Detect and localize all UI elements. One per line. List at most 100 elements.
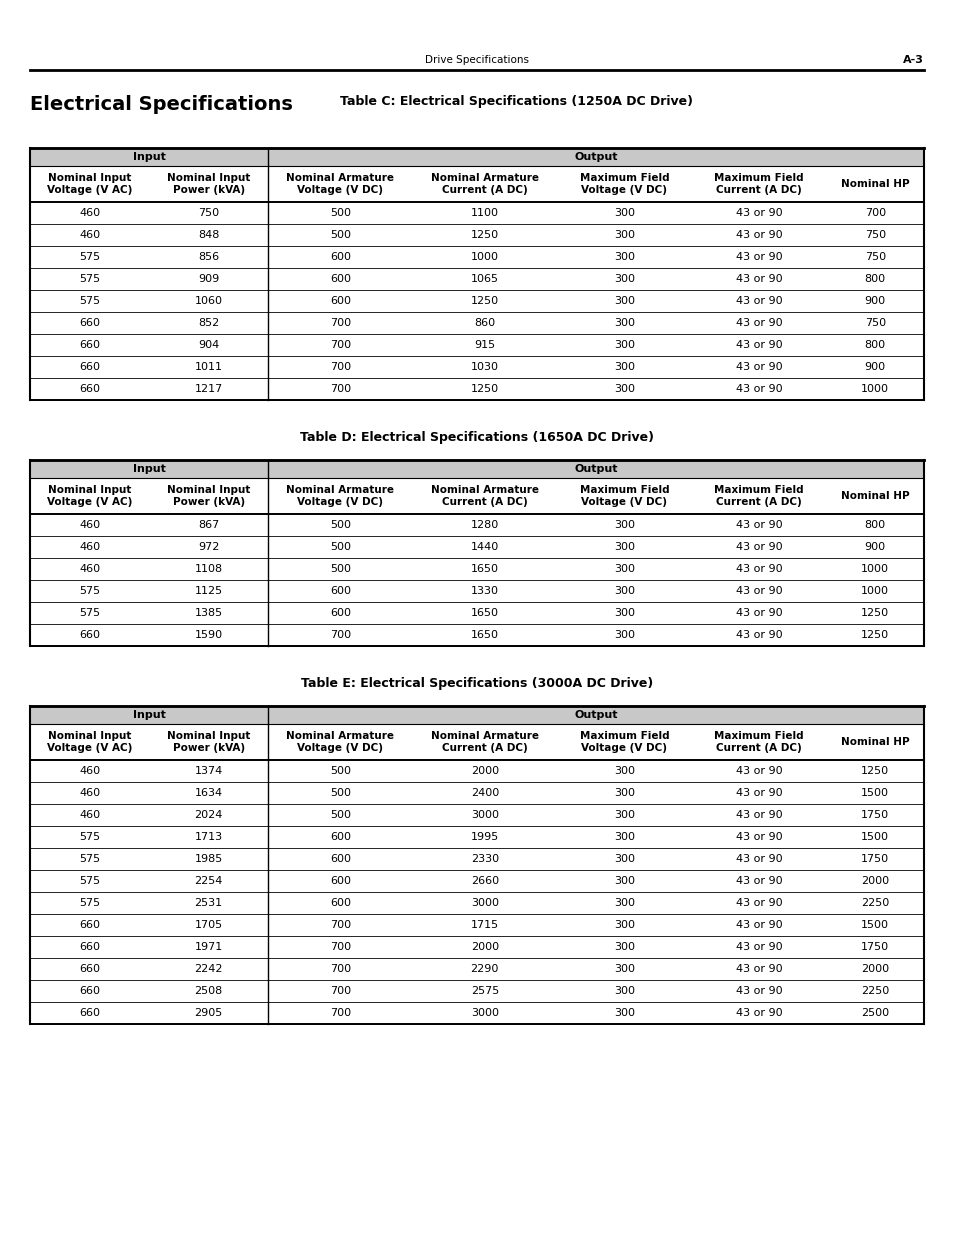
Text: 1108: 1108 <box>194 564 222 574</box>
Text: 43 or 90: 43 or 90 <box>735 252 781 262</box>
Text: 43 or 90: 43 or 90 <box>735 384 781 394</box>
Text: 1330: 1330 <box>471 585 498 597</box>
Text: Input: Input <box>132 710 165 720</box>
Text: 600: 600 <box>330 898 351 908</box>
Bar <box>30 224 923 246</box>
Text: 2500: 2500 <box>861 1008 888 1018</box>
Bar <box>30 514 923 536</box>
Bar <box>30 478 923 514</box>
Text: 43 or 90: 43 or 90 <box>735 520 781 530</box>
Bar <box>268 148 923 165</box>
Text: 300: 300 <box>613 832 634 842</box>
Bar <box>30 378 923 400</box>
Bar <box>30 624 923 646</box>
Text: 43 or 90: 43 or 90 <box>735 630 781 640</box>
Text: 1060: 1060 <box>194 296 222 306</box>
Text: Nominal Armature
Voltage (V DC): Nominal Armature Voltage (V DC) <box>286 173 394 195</box>
Text: 2575: 2575 <box>470 986 498 995</box>
Text: 43 or 90: 43 or 90 <box>735 317 781 329</box>
Text: 700: 700 <box>330 1008 351 1018</box>
Text: 43 or 90: 43 or 90 <box>735 942 781 952</box>
Text: 750: 750 <box>198 207 219 219</box>
Text: 500: 500 <box>330 810 351 820</box>
Bar <box>268 459 923 478</box>
Text: 300: 300 <box>613 965 634 974</box>
Text: 1750: 1750 <box>861 810 888 820</box>
Text: 900: 900 <box>863 542 884 552</box>
Text: 2400: 2400 <box>470 788 498 798</box>
Text: Nominal HP: Nominal HP <box>840 179 908 189</box>
Text: 460: 460 <box>79 564 100 574</box>
Text: 1280: 1280 <box>470 520 498 530</box>
Bar <box>30 914 923 936</box>
Text: 852: 852 <box>198 317 219 329</box>
Text: 915: 915 <box>474 340 495 350</box>
Text: 1065: 1065 <box>471 274 498 284</box>
Text: 43 or 90: 43 or 90 <box>735 564 781 574</box>
Text: 1995: 1995 <box>470 832 498 842</box>
Text: 575: 575 <box>79 876 100 885</box>
Bar <box>30 981 923 1002</box>
Text: 300: 300 <box>613 384 634 394</box>
Text: A-3: A-3 <box>902 56 923 65</box>
Text: 300: 300 <box>613 296 634 306</box>
Text: 1971: 1971 <box>194 942 222 952</box>
Text: 300: 300 <box>613 1008 634 1018</box>
Text: Nominal Armature
Current (A DC): Nominal Armature Current (A DC) <box>431 173 538 195</box>
Text: 1125: 1125 <box>194 585 222 597</box>
Bar <box>30 558 923 580</box>
Bar <box>30 782 923 804</box>
Text: 575: 575 <box>79 832 100 842</box>
Text: 300: 300 <box>613 542 634 552</box>
Text: 43 or 90: 43 or 90 <box>735 920 781 930</box>
Text: 500: 500 <box>330 230 351 240</box>
Text: Maximum Field
Voltage (V DC): Maximum Field Voltage (V DC) <box>579 173 668 195</box>
Text: 300: 300 <box>613 520 634 530</box>
Text: 660: 660 <box>79 340 100 350</box>
Text: 460: 460 <box>79 766 100 776</box>
Text: 300: 300 <box>613 362 634 372</box>
Text: 660: 660 <box>79 920 100 930</box>
Text: Table D: Electrical Specifications (1650A DC Drive): Table D: Electrical Specifications (1650… <box>299 431 654 445</box>
Text: Nominal HP: Nominal HP <box>840 492 908 501</box>
Text: 43 or 90: 43 or 90 <box>735 876 781 885</box>
Text: Nominal Armature
Voltage (V DC): Nominal Armature Voltage (V DC) <box>286 731 394 753</box>
Text: 1250: 1250 <box>861 766 888 776</box>
Text: 43 or 90: 43 or 90 <box>735 898 781 908</box>
Text: 2330: 2330 <box>470 853 498 864</box>
Text: 800: 800 <box>863 274 884 284</box>
Text: 2660: 2660 <box>470 876 498 885</box>
Text: 600: 600 <box>330 832 351 842</box>
Bar <box>30 165 923 203</box>
Text: 750: 750 <box>863 317 884 329</box>
Text: 1440: 1440 <box>470 542 498 552</box>
Text: 500: 500 <box>330 564 351 574</box>
Text: 700: 700 <box>330 920 351 930</box>
Text: 300: 300 <box>613 920 634 930</box>
Text: 1250: 1250 <box>470 296 498 306</box>
Text: 700: 700 <box>330 942 351 952</box>
Text: 800: 800 <box>863 340 884 350</box>
Text: Output: Output <box>574 710 618 720</box>
Text: 575: 575 <box>79 898 100 908</box>
Text: 460: 460 <box>79 810 100 820</box>
Text: 300: 300 <box>613 317 634 329</box>
Text: 300: 300 <box>613 986 634 995</box>
Text: 2905: 2905 <box>194 1008 222 1018</box>
Text: Table C: Electrical Specifications (1250A DC Drive): Table C: Electrical Specifications (1250… <box>339 95 692 107</box>
Text: Input: Input <box>132 152 165 162</box>
Text: 660: 660 <box>79 986 100 995</box>
Text: 1100: 1100 <box>471 207 498 219</box>
Text: Nominal Armature
Current (A DC): Nominal Armature Current (A DC) <box>431 485 538 506</box>
Text: 1250: 1250 <box>861 630 888 640</box>
Text: 700: 700 <box>330 986 351 995</box>
Text: 300: 300 <box>613 252 634 262</box>
Text: 43 or 90: 43 or 90 <box>735 832 781 842</box>
Text: 1250: 1250 <box>470 230 498 240</box>
Text: 1713: 1713 <box>194 832 222 842</box>
Text: 460: 460 <box>79 788 100 798</box>
Text: 300: 300 <box>613 564 634 574</box>
Text: 300: 300 <box>613 230 634 240</box>
Text: 1011: 1011 <box>194 362 222 372</box>
Text: 1750: 1750 <box>861 853 888 864</box>
